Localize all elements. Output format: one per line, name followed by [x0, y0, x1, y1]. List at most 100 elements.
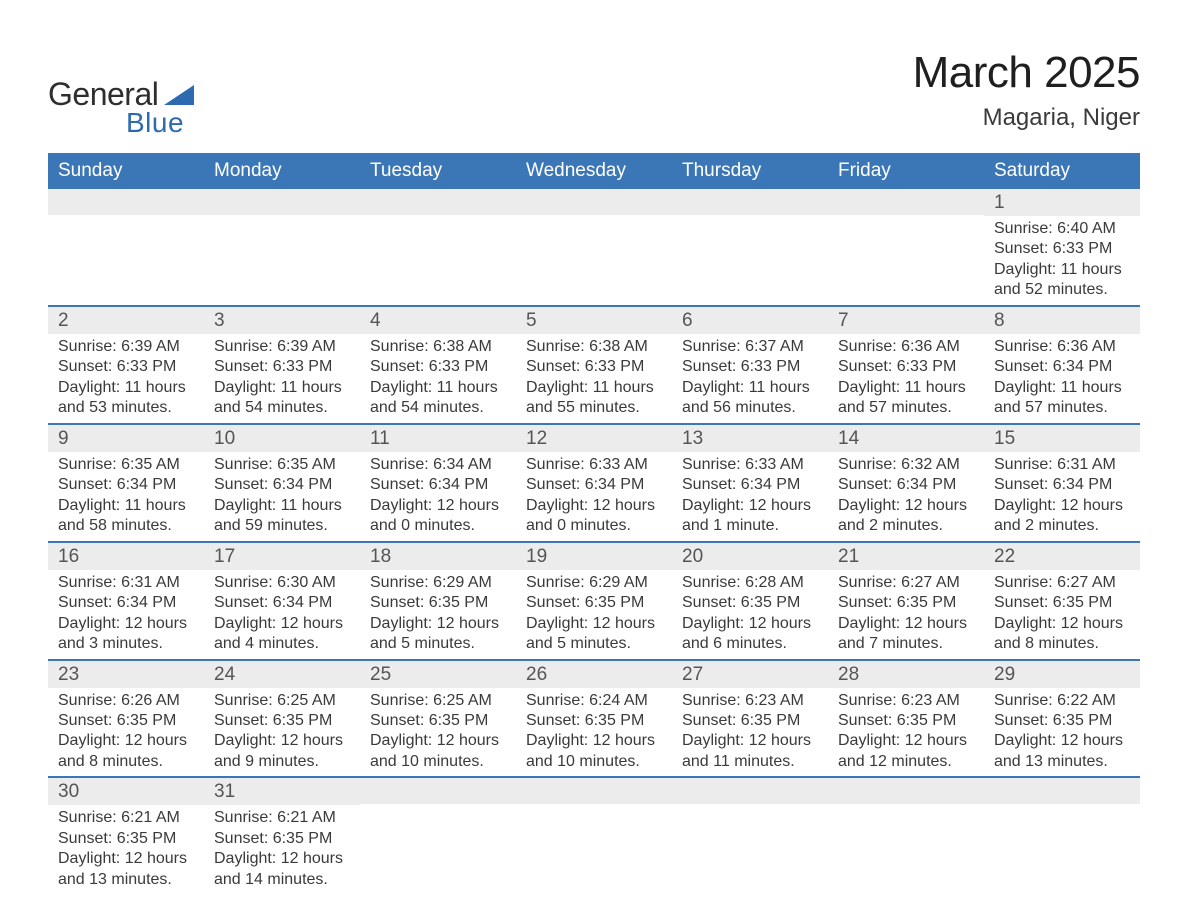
- day-cell: 20Sunrise: 6:28 AMSunset: 6:35 PMDayligh…: [672, 543, 828, 659]
- daylight1-text: Daylight: 11 hours: [214, 496, 350, 516]
- daylight1-text: Daylight: 11 hours: [370, 378, 506, 398]
- day-number: [828, 189, 984, 215]
- daylight2-text: and 2 minutes.: [994, 516, 1130, 536]
- day-cell: [516, 778, 672, 894]
- sunset-text: Sunset: 6:34 PM: [526, 475, 662, 495]
- sunrise-text: Sunrise: 6:37 AM: [682, 337, 818, 357]
- sunrise-text: Sunrise: 6:21 AM: [214, 808, 350, 828]
- day-number: 3: [204, 307, 360, 334]
- day-details: Sunrise: 6:23 AMSunset: 6:35 PMDaylight:…: [672, 688, 828, 777]
- sunrise-text: Sunrise: 6:27 AM: [994, 573, 1130, 593]
- day-number: [360, 778, 516, 804]
- day-details: Sunrise: 6:35 AMSunset: 6:34 PMDaylight:…: [204, 452, 360, 541]
- brand-logo: General Blue: [48, 48, 194, 139]
- sunset-text: Sunset: 6:33 PM: [994, 239, 1130, 259]
- day-cell: [516, 189, 672, 305]
- week-row: 30Sunrise: 6:21 AMSunset: 6:35 PMDayligh…: [48, 778, 1140, 894]
- day-details: [48, 215, 204, 235]
- daylight1-text: Daylight: 11 hours: [682, 378, 818, 398]
- day-cell: [204, 189, 360, 305]
- sunrise-text: Sunrise: 6:27 AM: [838, 573, 974, 593]
- daylight1-text: Daylight: 12 hours: [994, 614, 1130, 634]
- day-cell: 8Sunrise: 6:36 AMSunset: 6:34 PMDaylight…: [984, 307, 1140, 423]
- sunset-text: Sunset: 6:34 PM: [994, 475, 1130, 495]
- sunrise-text: Sunrise: 6:31 AM: [994, 455, 1130, 475]
- day-cell: 9Sunrise: 6:35 AMSunset: 6:34 PMDaylight…: [48, 425, 204, 541]
- calendar-page: General Blue March 2025 Magaria, Niger S…: [0, 0, 1188, 894]
- day-details: [516, 804, 672, 824]
- day-details: [828, 215, 984, 235]
- daylight2-text: and 5 minutes.: [526, 634, 662, 654]
- day-cell: 26Sunrise: 6:24 AMSunset: 6:35 PMDayligh…: [516, 661, 672, 777]
- sunset-text: Sunset: 6:35 PM: [526, 593, 662, 613]
- week-row: 23Sunrise: 6:26 AMSunset: 6:35 PMDayligh…: [48, 661, 1140, 779]
- day-cell: 7Sunrise: 6:36 AMSunset: 6:33 PMDaylight…: [828, 307, 984, 423]
- sunrise-text: Sunrise: 6:26 AM: [58, 691, 194, 711]
- daylight1-text: Daylight: 12 hours: [58, 614, 194, 634]
- sunset-text: Sunset: 6:35 PM: [214, 711, 350, 731]
- sunrise-text: Sunrise: 6:29 AM: [526, 573, 662, 593]
- day-details: Sunrise: 6:21 AMSunset: 6:35 PMDaylight:…: [48, 805, 204, 894]
- day-cell: [360, 189, 516, 305]
- day-number: 4: [360, 307, 516, 334]
- day-number: 1: [984, 189, 1140, 216]
- sunrise-text: Sunrise: 6:25 AM: [370, 691, 506, 711]
- day-cell: 14Sunrise: 6:32 AMSunset: 6:34 PMDayligh…: [828, 425, 984, 541]
- day-cell: 3Sunrise: 6:39 AMSunset: 6:33 PMDaylight…: [204, 307, 360, 423]
- day-cell: [828, 778, 984, 894]
- day-cell: 2Sunrise: 6:39 AMSunset: 6:33 PMDaylight…: [48, 307, 204, 423]
- day-cell: 12Sunrise: 6:33 AMSunset: 6:34 PMDayligh…: [516, 425, 672, 541]
- day-details: Sunrise: 6:24 AMSunset: 6:35 PMDaylight:…: [516, 688, 672, 777]
- day-cell: 31Sunrise: 6:21 AMSunset: 6:35 PMDayligh…: [204, 778, 360, 894]
- day-details: Sunrise: 6:29 AMSunset: 6:35 PMDaylight:…: [360, 570, 516, 659]
- day-cell: [828, 189, 984, 305]
- day-cell: 17Sunrise: 6:30 AMSunset: 6:34 PMDayligh…: [204, 543, 360, 659]
- sunset-text: Sunset: 6:35 PM: [370, 711, 506, 731]
- day-details: Sunrise: 6:25 AMSunset: 6:35 PMDaylight:…: [204, 688, 360, 777]
- sunrise-text: Sunrise: 6:35 AM: [58, 455, 194, 475]
- day-details: [672, 804, 828, 824]
- day-number: 11: [360, 425, 516, 452]
- day-cell: 15Sunrise: 6:31 AMSunset: 6:34 PMDayligh…: [984, 425, 1140, 541]
- sunrise-text: Sunrise: 6:22 AM: [994, 691, 1130, 711]
- daylight2-text: and 52 minutes.: [994, 280, 1130, 300]
- day-cell: [672, 778, 828, 894]
- daylight1-text: Daylight: 11 hours: [214, 378, 350, 398]
- daylight2-text: and 14 minutes.: [214, 870, 350, 890]
- day-number: 30: [48, 778, 204, 805]
- daylight2-text: and 56 minutes.: [682, 398, 818, 418]
- sunrise-text: Sunrise: 6:21 AM: [58, 808, 194, 828]
- day-details: Sunrise: 6:26 AMSunset: 6:35 PMDaylight:…: [48, 688, 204, 777]
- day-cell: 18Sunrise: 6:29 AMSunset: 6:35 PMDayligh…: [360, 543, 516, 659]
- daylight2-text: and 0 minutes.: [526, 516, 662, 536]
- day-cell: [360, 778, 516, 894]
- daylight2-text: and 13 minutes.: [994, 752, 1130, 772]
- daylight1-text: Daylight: 12 hours: [838, 614, 974, 634]
- day-details: Sunrise: 6:38 AMSunset: 6:33 PMDaylight:…: [360, 334, 516, 423]
- day-details: [360, 804, 516, 824]
- daylight2-text: and 13 minutes.: [58, 870, 194, 890]
- day-details: Sunrise: 6:23 AMSunset: 6:35 PMDaylight:…: [828, 688, 984, 777]
- day-number: [672, 778, 828, 804]
- day-details: Sunrise: 6:40 AMSunset: 6:33 PMDaylight:…: [984, 216, 1140, 305]
- sunrise-text: Sunrise: 6:25 AM: [214, 691, 350, 711]
- sunset-text: Sunset: 6:34 PM: [370, 475, 506, 495]
- day-number: 26: [516, 661, 672, 688]
- weekday-header-row: Sunday Monday Tuesday Wednesday Thursday…: [48, 153, 1140, 189]
- day-number: 6: [672, 307, 828, 334]
- daylight2-text: and 0 minutes.: [370, 516, 506, 536]
- day-cell: 28Sunrise: 6:23 AMSunset: 6:35 PMDayligh…: [828, 661, 984, 777]
- daylight2-text: and 6 minutes.: [682, 634, 818, 654]
- day-number: 29: [984, 661, 1140, 688]
- weekday-header: Sunday: [48, 153, 204, 189]
- day-details: Sunrise: 6:33 AMSunset: 6:34 PMDaylight:…: [672, 452, 828, 541]
- daylight2-text: and 3 minutes.: [58, 634, 194, 654]
- day-details: Sunrise: 6:34 AMSunset: 6:34 PMDaylight:…: [360, 452, 516, 541]
- day-number: [48, 189, 204, 215]
- weekday-header: Saturday: [984, 153, 1140, 189]
- day-number: 24: [204, 661, 360, 688]
- day-number: [204, 189, 360, 215]
- sunrise-text: Sunrise: 6:38 AM: [526, 337, 662, 357]
- week-row: 2Sunrise: 6:39 AMSunset: 6:33 PMDaylight…: [48, 307, 1140, 425]
- daylight2-text: and 54 minutes.: [214, 398, 350, 418]
